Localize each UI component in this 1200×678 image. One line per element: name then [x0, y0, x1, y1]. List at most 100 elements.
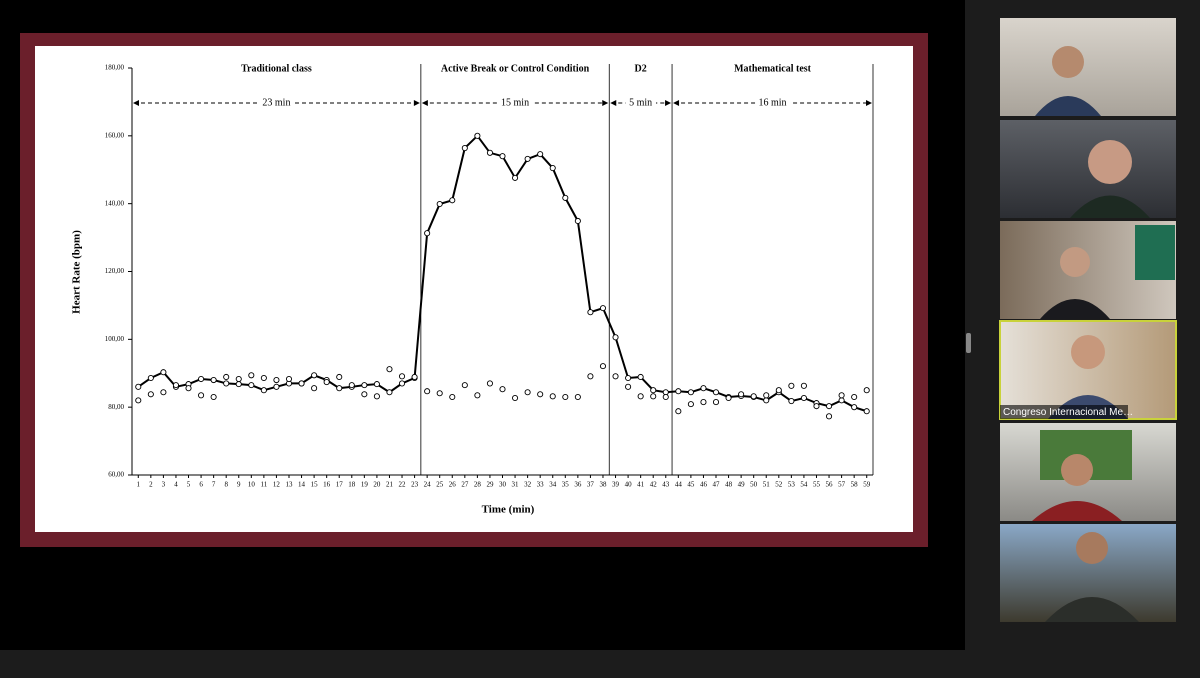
- data-point: [424, 230, 431, 237]
- section-title: Mathematical test: [734, 63, 812, 74]
- data-point: [311, 372, 318, 379]
- x-tick-label: 4: [174, 481, 178, 489]
- data-point: [838, 392, 845, 399]
- data-point: [612, 373, 619, 380]
- x-tick-label: 56: [826, 481, 834, 489]
- x-tick-label: 10: [248, 481, 256, 489]
- face: [1071, 335, 1105, 369]
- x-tick-label: 42: [650, 481, 658, 489]
- x-tick-label: 25: [436, 481, 444, 489]
- x-tick-label: 9: [237, 481, 241, 489]
- data-point: [436, 390, 443, 397]
- x-tick-label: 30: [499, 481, 507, 489]
- section-title: Traditional class: [241, 63, 312, 74]
- x-tick-label: 51: [763, 481, 771, 489]
- data-point: [574, 217, 581, 225]
- data-point: [662, 393, 669, 401]
- section-duration: 15 min: [501, 97, 529, 108]
- data-point: [712, 399, 720, 406]
- data-point: [147, 374, 154, 382]
- x-axis-label: Time (min): [482, 504, 535, 516]
- x-tick-label: 6: [199, 481, 203, 489]
- data-point: [336, 385, 343, 392]
- x-tick-label: 7: [212, 481, 216, 489]
- data-point: [825, 403, 833, 410]
- y-tick-label: 180,00: [105, 64, 125, 72]
- data-point: [323, 379, 330, 386]
- x-tick-label: 5: [187, 481, 191, 489]
- data-point: [449, 393, 456, 401]
- data-point: [562, 393, 569, 401]
- data-point: [725, 394, 732, 402]
- data-point: [398, 373, 406, 380]
- x-tick-label: 29: [486, 481, 494, 489]
- x-tick-label: 54: [800, 481, 808, 489]
- data-point: [248, 372, 255, 379]
- data-point: [851, 393, 858, 401]
- data-point: [185, 385, 192, 392]
- data-point: [863, 408, 870, 415]
- data-point: [235, 375, 242, 383]
- x-tick-label: 40: [625, 481, 633, 489]
- data-point: [386, 366, 393, 373]
- data-point: [273, 383, 280, 390]
- data-point: [449, 197, 456, 204]
- data-point: [800, 394, 807, 402]
- data-point: [298, 380, 305, 387]
- x-tick-label: 33: [537, 481, 545, 489]
- x-tick-label: 38: [599, 481, 607, 489]
- data-point: [788, 382, 795, 389]
- data-point: [750, 393, 757, 400]
- data-point: [587, 309, 594, 316]
- x-tick-label: 58: [851, 481, 859, 489]
- x-tick-label: 14: [298, 481, 306, 489]
- data-point: [373, 393, 380, 400]
- data-point: [612, 334, 619, 341]
- x-tick-label: 1: [137, 481, 141, 489]
- data-point: [461, 382, 468, 389]
- data-point: [160, 369, 167, 376]
- x-tick-label: 45: [687, 481, 695, 489]
- body: [1040, 299, 1110, 319]
- data-point: [537, 151, 544, 158]
- data-point: [562, 194, 569, 201]
- data-point: [650, 387, 657, 394]
- data-point: [524, 389, 531, 396]
- data-point: [386, 389, 393, 396]
- x-tick-label: 15: [311, 481, 319, 489]
- data-point: [248, 382, 255, 389]
- y-tick-label: 80,00: [108, 403, 124, 411]
- x-tick-label: 26: [449, 481, 457, 489]
- slide: [35, 46, 913, 532]
- x-tick-label: 20: [373, 481, 381, 489]
- data-point: [650, 393, 657, 400]
- data-point: [825, 413, 833, 420]
- data-point: [260, 374, 267, 382]
- section-title: Active Break or Control Condition: [441, 63, 590, 74]
- x-tick-label: 50: [750, 481, 758, 489]
- x-tick-label: 2: [149, 481, 153, 489]
- data-point: [763, 397, 770, 404]
- x-tick-label: 46: [700, 481, 708, 489]
- data-point: [160, 389, 167, 396]
- x-tick-label: 24: [424, 481, 432, 489]
- data-point: [474, 392, 481, 399]
- name-label-bg: [1000, 405, 1128, 419]
- splitter-handle[interactable]: [966, 333, 971, 353]
- data-point: [147, 391, 154, 398]
- video-tile[interactable]: [1000, 120, 1176, 218]
- x-tick-label: 52: [775, 481, 783, 489]
- x-tick-label: 34: [549, 481, 557, 489]
- video-tile[interactable]: [1000, 18, 1176, 116]
- chart: Heart Rate (bpm) Time (min) 60,00 80,00 10…: [71, 63, 874, 516]
- data-point: [599, 363, 607, 370]
- data-point: [172, 382, 180, 389]
- data-point: [486, 380, 493, 387]
- data-point: [788, 398, 795, 405]
- data-point: [336, 373, 343, 381]
- data-point: [361, 391, 368, 398]
- x-tick-label: 37: [587, 481, 595, 489]
- data-point: [235, 381, 242, 388]
- x-tick-label: 48: [725, 481, 733, 489]
- y-tick-label: 100,00: [105, 335, 125, 343]
